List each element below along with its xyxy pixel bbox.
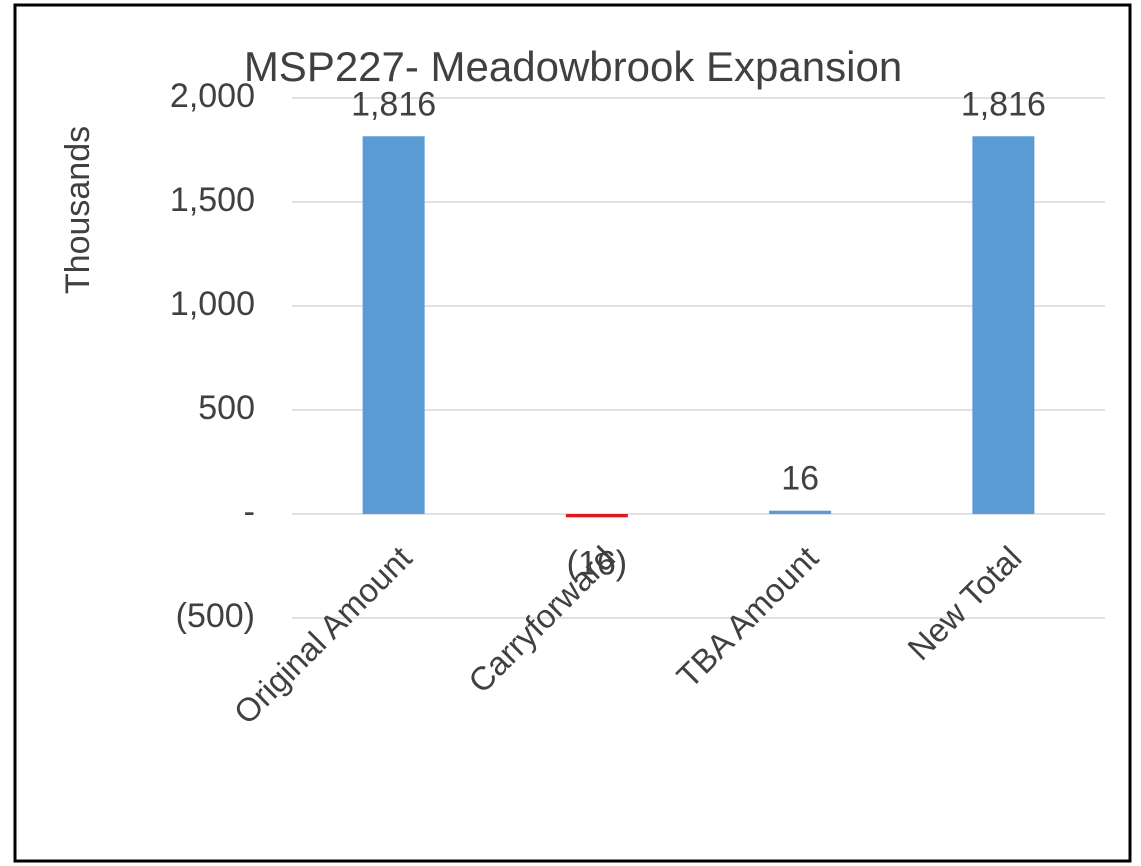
chart-frame <box>13 3 1132 863</box>
bar <box>769 510 832 514</box>
data-label: (16) <box>567 544 627 582</box>
y-tick-label: 1,500 <box>170 181 255 219</box>
y-tick-label: 2,000 <box>170 77 255 115</box>
bar <box>972 136 1035 514</box>
data-label: 16 <box>781 460 819 498</box>
y-axis-title: Thousands <box>59 126 97 294</box>
y-tick-label: (500) <box>176 597 255 635</box>
y-tick-label: 1,000 <box>170 285 255 323</box>
bar <box>565 514 628 518</box>
y-tick-label: - <box>244 493 255 531</box>
bar <box>362 136 425 514</box>
data-label: 1,816 <box>961 85 1046 123</box>
y-tick-label: 500 <box>198 389 255 427</box>
chart-title: MSP227- Meadowbrook Expansion <box>244 43 902 90</box>
data-label: 1,816 <box>351 85 436 123</box>
